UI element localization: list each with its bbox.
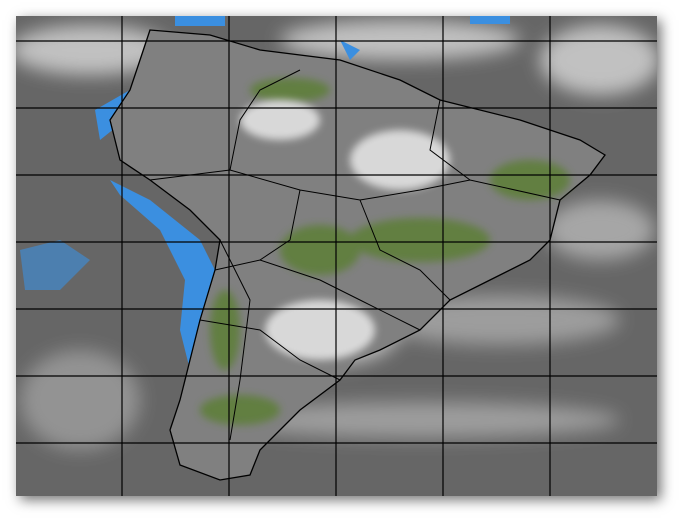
grid <box>16 16 657 496</box>
satellite-image <box>16 16 657 496</box>
vegetation <box>200 78 570 425</box>
satellite-image-frame <box>16 16 657 496</box>
water-patches <box>20 16 510 370</box>
borders <box>149 69 561 441</box>
